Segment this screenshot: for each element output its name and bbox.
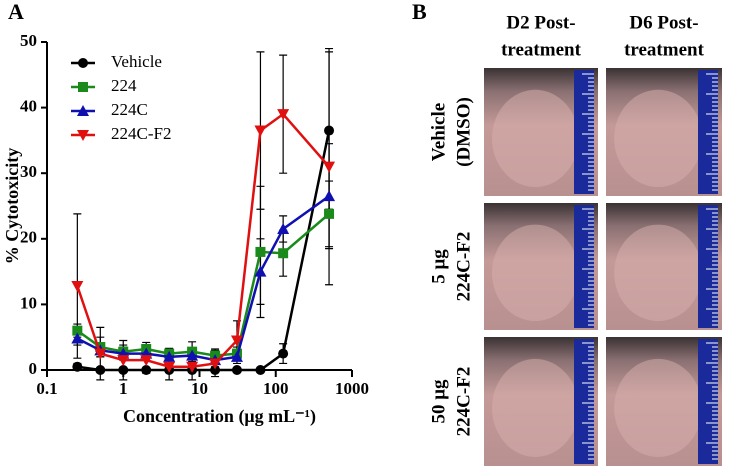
marker	[95, 365, 106, 375]
marker	[163, 361, 176, 373]
y-axis-label: % Cytotoxicity	[2, 148, 22, 264]
marker	[141, 365, 152, 375]
y-tick-label: 30	[20, 162, 37, 181]
photo-highlight	[491, 89, 579, 188]
photo-highlight	[614, 358, 703, 457]
marker	[140, 355, 153, 367]
marker	[323, 190, 336, 202]
marker	[277, 109, 290, 121]
marker	[324, 208, 335, 219]
series-line	[76, 212, 330, 357]
column-header: D2 Post-	[506, 12, 575, 33]
marker	[117, 355, 130, 367]
column-header: treatment	[624, 39, 705, 60]
marker	[323, 161, 336, 173]
legend-label: Vehicle	[111, 52, 162, 71]
marker	[231, 365, 242, 375]
legend-marker	[78, 58, 88, 68]
row-label: 224C-F2	[453, 232, 474, 302]
marker	[255, 365, 266, 375]
marker	[71, 281, 84, 293]
row-label: 50 μg	[428, 379, 449, 424]
row-label: Vehicle	[428, 103, 449, 161]
marker	[278, 348, 289, 359]
marker	[72, 361, 83, 372]
ruler	[698, 205, 718, 328]
marker	[230, 350, 243, 362]
y-tick-label: 50	[20, 31, 37, 50]
marker	[72, 325, 83, 336]
series-line	[76, 112, 330, 368]
x-tick-label: 10	[191, 379, 208, 398]
x-tick-label: 1	[119, 379, 128, 398]
row-label: (DMSO)	[453, 97, 474, 167]
ruler	[574, 70, 594, 194]
marker	[94, 348, 107, 360]
photo-highlight	[614, 89, 703, 188]
photo-highlight	[614, 224, 703, 322]
x-tick-label: 0.1	[36, 379, 57, 398]
legend-label: 224C-F2	[111, 124, 171, 143]
legend-marker	[78, 82, 88, 92]
marker	[71, 332, 84, 344]
marker	[118, 365, 129, 375]
row-label: 224C-F2	[453, 367, 474, 437]
marker	[324, 125, 335, 136]
marker	[277, 222, 290, 234]
y-tick-label: 10	[20, 293, 37, 312]
series-line	[76, 195, 330, 362]
row-label: 5 μg	[428, 249, 449, 284]
legend-marker	[77, 130, 89, 141]
marker	[255, 246, 266, 257]
x-axis-label: Concentration (μg mL⁻¹)	[123, 406, 316, 427]
marker	[163, 350, 176, 362]
y-tick-label: 20	[20, 228, 37, 247]
marker	[230, 335, 243, 347]
column-header: D6 Post-	[629, 12, 698, 33]
marker	[209, 358, 222, 370]
marker	[186, 361, 199, 373]
marker	[186, 349, 199, 361]
panel-label: A	[8, 0, 24, 24]
marker	[254, 125, 267, 137]
legend-label: 224	[111, 76, 137, 95]
ruler	[698, 339, 718, 464]
panel-label: B	[412, 0, 427, 24]
ruler	[574, 339, 594, 464]
x-tick-label: 1000	[335, 379, 369, 398]
y-tick-label: 40	[20, 97, 37, 116]
legend-label: 224C	[111, 100, 148, 119]
photo-highlight	[491, 358, 579, 457]
y-tick-label: 0	[29, 359, 38, 378]
ruler	[574, 205, 594, 328]
column-header: treatment	[501, 39, 582, 60]
marker	[254, 265, 267, 277]
marker	[278, 248, 289, 259]
marker	[210, 365, 221, 375]
x-tick-label: 100	[263, 379, 289, 398]
ruler	[698, 70, 718, 194]
series-line	[77, 130, 331, 372]
legend-marker	[77, 105, 89, 116]
photo-highlight	[491, 224, 579, 322]
